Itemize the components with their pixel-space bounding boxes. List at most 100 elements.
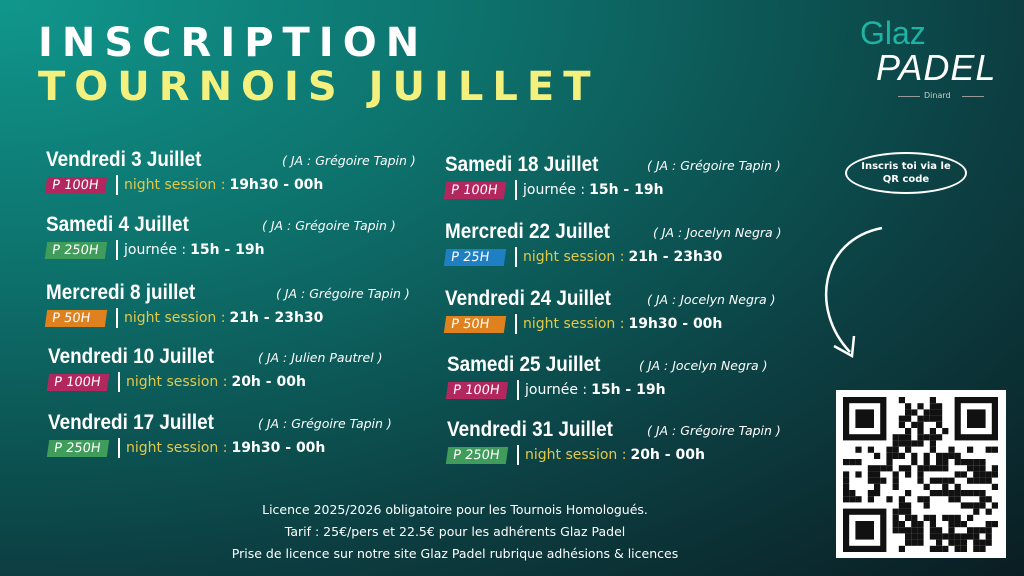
event-ja: ( JA : Grégoire Tapin ): [647, 158, 781, 173]
qr-module: [880, 477, 887, 484]
event-day: Mercredi 8 juillet: [46, 281, 196, 304]
qr-module: [985, 539, 992, 546]
qr-module: [855, 496, 862, 503]
qr-module: [942, 428, 949, 435]
event-day: Vendredi 17 Juillet: [48, 411, 214, 434]
qr-module: [911, 533, 918, 540]
qr-module: [855, 471, 862, 478]
session-time: 19h30 - 00h: [229, 177, 324, 193]
qr-module: [929, 490, 936, 497]
qr-module: [979, 471, 986, 478]
qr-module: [911, 440, 918, 447]
qr-module: [942, 490, 949, 497]
qr-module: [849, 459, 856, 466]
qr-module: [898, 452, 905, 459]
qr-module: [880, 465, 887, 472]
qr-module: [936, 403, 943, 410]
qr-module: [954, 483, 961, 490]
qr-module: [973, 459, 980, 466]
qr-module: [849, 490, 856, 497]
event: Vendredi 31 Juillet ( JA : Grégoire Tapin…: [445, 418, 781, 465]
qr-module: [911, 459, 918, 466]
event-details: P 250H journée :15h - 19h: [44, 240, 265, 260]
qr-module: [905, 471, 912, 478]
event-day: Vendredi 24 Juillet: [445, 287, 611, 310]
qr-module: [843, 490, 850, 497]
qr-module: [886, 446, 893, 453]
qr-module: [898, 440, 905, 447]
event-ja: ( JA : Jocelyn Negra ): [653, 225, 782, 240]
callout: Inscris toi via le QR code: [845, 152, 967, 194]
qr-module: [973, 508, 980, 515]
session-time: 19h30 - 00h: [231, 440, 326, 456]
qr-module: [898, 521, 905, 528]
qr-module: [905, 409, 912, 416]
event-day: Vendredi 3 Juillet: [46, 148, 202, 171]
qr-module: [948, 452, 955, 459]
event: Vendredi 3 Juillet ( JA : Grégoire Tapin …: [44, 148, 416, 195]
qr-module: [886, 459, 893, 466]
qr-module: [905, 527, 912, 534]
qr-module: [917, 421, 924, 428]
qr-module: [942, 452, 949, 459]
session-label: journée :: [517, 380, 587, 400]
qr-module: [929, 428, 936, 435]
qr-module: [892, 514, 899, 521]
event-details: P 25H night session :21h - 23h30: [443, 247, 722, 267]
qr-module: [929, 446, 936, 453]
qr-module: [886, 496, 893, 503]
qr-module: [954, 539, 961, 546]
qr-module: [936, 465, 943, 472]
qr-module: [843, 496, 850, 503]
event: Vendredi 24 Juillet ( JA : Jocelyn Negra …: [443, 287, 776, 334]
qr-module: [942, 483, 949, 490]
qr-module: [898, 508, 905, 515]
qr-module: [917, 539, 924, 546]
badge: P 100H: [44, 176, 108, 194]
event: Samedi 18 Juillet ( JA : Grégoire Tapin )…: [443, 153, 781, 200]
qr-code: [836, 390, 1006, 558]
qr-module: [954, 545, 961, 552]
qr-module: [892, 508, 899, 515]
qr-module: [979, 496, 986, 503]
qr-module: [929, 527, 936, 534]
qr-module: [967, 465, 974, 472]
arrow: [825, 226, 883, 359]
qr-module: [855, 409, 874, 428]
session-label: night session :: [515, 247, 624, 267]
event: Samedi 4 Juillet ( JA : Grégoire Tapin ) P…: [44, 213, 396, 260]
qr-module: [898, 421, 905, 428]
qr-module: [985, 471, 992, 478]
qr-module: [905, 428, 912, 435]
qr-module: [911, 514, 918, 521]
event-details: P 250H night session :20h - 00h: [445, 445, 705, 465]
qr-module: [967, 533, 974, 540]
qr-module: [985, 477, 992, 484]
title: INSCRIPTION: [38, 20, 429, 66]
qr-module: [905, 490, 912, 497]
qr-module: [898, 434, 905, 441]
qr-module: [929, 514, 936, 521]
qr-module: [991, 471, 998, 478]
qr-module: [843, 471, 850, 478]
qr-module: [985, 508, 992, 515]
qr-module: [911, 527, 918, 534]
logo-line: [898, 96, 920, 97]
qr-module: [874, 465, 881, 472]
event-details: P 100H night session :19h30 - 00h: [44, 175, 324, 195]
qr-module: [905, 533, 912, 540]
qr-module: [942, 545, 949, 552]
qr-module: [917, 434, 924, 441]
qr-module: [967, 409, 986, 428]
qr-module: [967, 502, 974, 509]
qr-module: [898, 545, 905, 552]
qr-module: [874, 471, 881, 478]
badge: P 250H: [46, 439, 110, 457]
session-label: journée :: [515, 180, 585, 200]
qr-module: [874, 452, 881, 459]
qr-module: [991, 446, 998, 453]
qr-module: [886, 465, 893, 472]
qr-module: [948, 490, 955, 497]
qr-module: [898, 415, 905, 422]
qr-module: [917, 533, 924, 540]
